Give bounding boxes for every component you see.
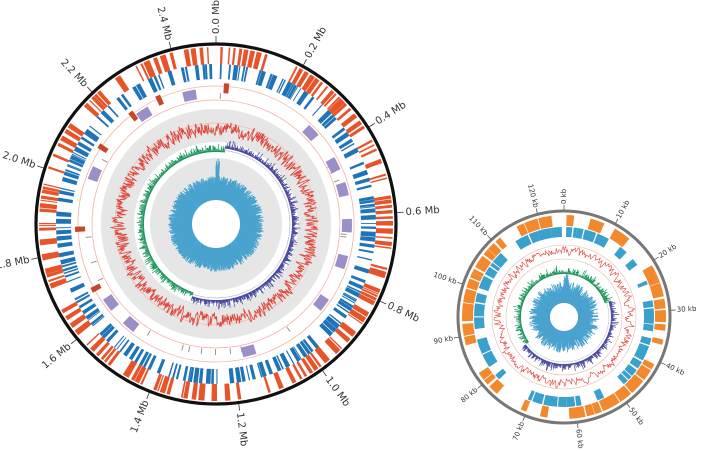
chromosome-circular-map: 0.0 Mb 0.2 Mb 0.4 Mb 0.6 Mb 0.8 Mb 1.0 Mb 1.2 … [0, 0, 440, 447]
tick-mark [535, 208, 538, 214]
plasmid-gc-ring-outer [491, 244, 637, 390]
tick-label: 1.6 Mb [40, 341, 73, 371]
tick-label: 120 kb [526, 183, 540, 209]
tick-label: 30 kb [677, 305, 698, 314]
feature-box [325, 156, 341, 174]
tick-mark [487, 235, 492, 240]
trna-marker [97, 277, 104, 282]
feature-box [87, 166, 102, 183]
plasmid-gc-skew-baseline [518, 271, 610, 363]
rrna-marker [97, 143, 109, 154]
tick-mark [615, 218, 619, 224]
tick-label: 110 kb [467, 214, 490, 237]
feature-box [136, 106, 153, 123]
feature-box [302, 124, 319, 142]
tick-mark [457, 282, 463, 285]
feature-box [122, 315, 140, 332]
gc-baseline-ring [114, 122, 318, 326]
feature-box [335, 181, 349, 198]
tick-mark [522, 416, 525, 422]
chromosome-backbone-ring [34, 42, 398, 406]
plasmid-depth-bars [528, 273, 600, 353]
trna-marker [188, 346, 191, 353]
tick-mark [660, 362, 666, 366]
tick-label: 2.0 Mb [1, 150, 37, 171]
tick-mark [453, 336, 459, 339]
tick-mark [577, 423, 579, 429]
tick-label: 0.6 Mb [405, 205, 440, 218]
tick-label: 1.8 Mb [0, 255, 31, 272]
rrna-marker [155, 94, 164, 106]
tick-label: 90 kb [433, 334, 454, 346]
trna-marker [333, 179, 340, 183]
gc-content-line [109, 122, 319, 327]
tick-mark [37, 165, 44, 169]
tick-mark [70, 339, 77, 345]
tick-mark [146, 392, 150, 399]
tick-label: 0 kb [560, 188, 568, 204]
tick-label: 0.4 Mb [374, 100, 409, 128]
gc-skew-bars-negative [190, 140, 301, 310]
feature-box [241, 344, 257, 358]
tick-label: 10 kb [615, 198, 632, 220]
tick-label: 100 kb [432, 271, 458, 286]
gc-skew-baseline [141, 149, 291, 299]
tick-label: 20 kb [657, 242, 678, 260]
plasmid-gc-skew-bars-negative [521, 301, 620, 372]
tick-label: 80 kb [459, 386, 480, 405]
feature-box [103, 294, 119, 311]
trna-marker [286, 326, 291, 333]
tick-label: 60 kb [574, 429, 584, 450]
feature-box [334, 253, 349, 270]
feature-box [341, 218, 352, 233]
tick-label: 40 kb [664, 361, 686, 377]
tick-label: 0.8 Mb [385, 300, 421, 324]
rrna-marker [128, 110, 139, 122]
tick-mark [87, 86, 93, 93]
rna-ring-mid [91, 99, 341, 349]
plasmid-gc-ring-inner [505, 258, 623, 376]
trna-marker [146, 330, 151, 336]
center-hole [194, 202, 238, 246]
rna-ring-outer [77, 85, 355, 363]
plasmid-circular-map: 0 kb 10 kb 20 kb 30 kb 40 kb 50 kb 60 kb 70 kb 8… [432, 183, 697, 449]
rrna-marker [223, 83, 230, 94]
tick-label: 50 kb [627, 406, 645, 427]
trna-marker [240, 346, 243, 353]
tick-label: 70 kb [511, 420, 526, 442]
trna-marker [229, 348, 232, 355]
tick-mark [368, 122, 375, 128]
tick-label: 2.2 Mb [58, 57, 89, 89]
rrna-marker [75, 226, 86, 232]
trna-marker [340, 236, 347, 238]
feature-box [313, 294, 329, 311]
trna-marker [200, 348, 203, 355]
trna-marker [90, 260, 97, 264]
trna-marker [101, 158, 108, 163]
plasmid-center-hole [550, 303, 578, 331]
tick-label: 2.4 Mb [154, 6, 173, 42]
sequencing-depth-bars [168, 158, 264, 272]
tick-mark [238, 403, 240, 411]
tick-mark [477, 384, 482, 389]
plasmid-backbone-ring [456, 209, 672, 425]
tick-mark [379, 300, 387, 305]
tick-mark [168, 41, 172, 49]
trna-marker [181, 344, 184, 351]
tick-mark [654, 256, 659, 260]
tick-label: 0.2 Mb [303, 25, 329, 60]
tick-label: 0.0 Mb [211, 0, 222, 34]
plasmid-gc-content-line [493, 245, 636, 389]
tick-label: 1.0 Mb [323, 375, 352, 409]
rrna-marker [90, 283, 102, 293]
tick-label: 1.2 Mb [234, 412, 249, 447]
tick-mark [302, 59, 307, 66]
feature-box [182, 89, 198, 102]
tick-label: 1.4 Mb [129, 399, 152, 435]
tick-mark [322, 370, 327, 377]
tick-mark [626, 403, 631, 408]
trna-marker [85, 236, 92, 238]
tick-mark [31, 257, 39, 260]
